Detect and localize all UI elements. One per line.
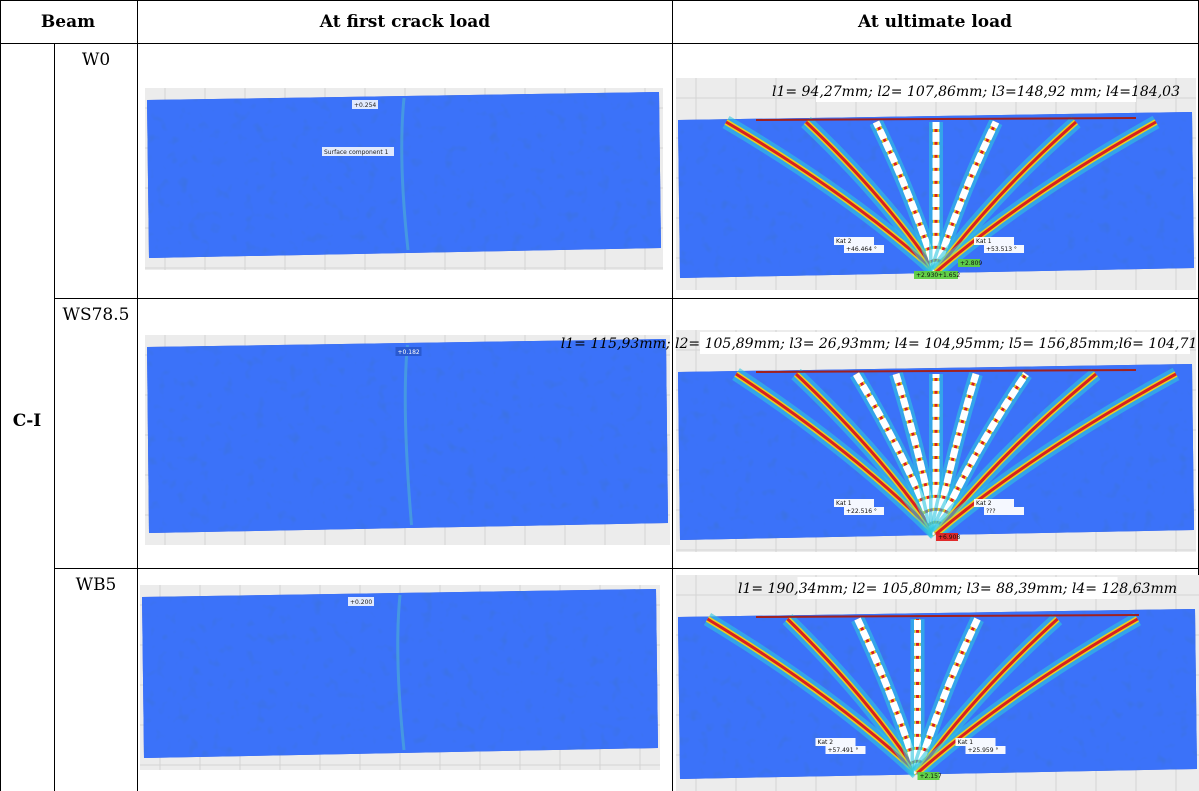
header-cell: Beam [41, 12, 95, 32]
page: {"table":{"header":["Beam","At first cra… [0, 0, 1199, 791]
beam-name: W0 [82, 50, 110, 70]
crack-length-annotation: l1= 115,93mm; l2= 105,89mm; l3= 26,93mm;… [561, 336, 1199, 352]
image-label: +2.157 [920, 773, 942, 780]
image-label: ??? [986, 508, 996, 515]
image-label: +57.491 ° [828, 747, 859, 754]
image-label: +25.959 ° [968, 747, 999, 754]
image-label: Kat 1 [958, 739, 974, 746]
header-cell: At ultimate load [857, 12, 1012, 32]
crack-length-annotation: l1= 190,34mm; l2= 105,80mm; l3= 88,39mm;… [738, 581, 1177, 597]
header-cell: At first crack load [319, 12, 491, 32]
image-label: +53.513 ° [986, 246, 1017, 253]
group-label: C-I [13, 411, 42, 431]
image-label: Kat 2 [976, 500, 992, 507]
table: Beam At first crack load At ultimate loa… [0, 0, 1199, 791]
image-label: Surface component 1 [324, 149, 389, 156]
image-label: +2.930 [916, 272, 938, 279]
image-label: +46.464 ° [846, 246, 877, 253]
image-label: +22.516 ° [846, 508, 877, 515]
image-label: +0.182 [398, 349, 420, 356]
specimen-texture [147, 339, 668, 533]
image-label: Kat 1 [976, 238, 992, 245]
image-label: Kat 2 [836, 238, 852, 245]
image-label: Kat 1 [836, 500, 852, 507]
crack-length-annotation: l1= 94,27mm; l2= 107,86mm; l3=148,92 mm;… [772, 84, 1180, 100]
beam-name: WB5 [76, 575, 117, 595]
image-label: +2.809 [960, 260, 982, 267]
image-label: +1.652 [938, 272, 960, 279]
beam-name: WS78.5 [63, 305, 130, 325]
image-label: +6.908 [938, 534, 960, 541]
image-label: Kat 2 [818, 739, 834, 746]
image-label: +0.200 [350, 599, 372, 606]
image-label: +0.254 [354, 102, 376, 109]
